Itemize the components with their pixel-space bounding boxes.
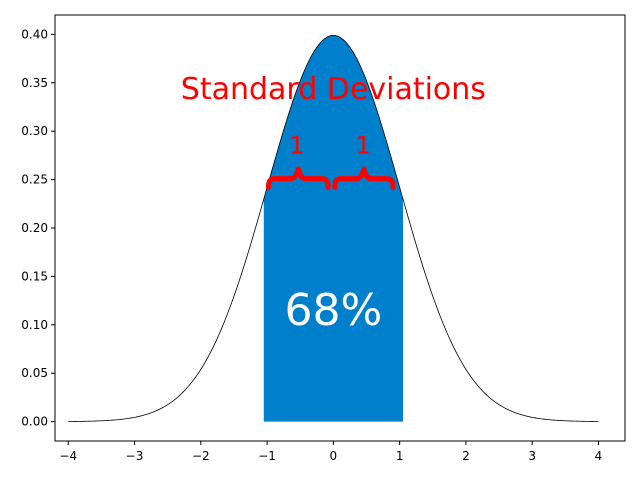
y-tick-label: 0.40 bbox=[21, 27, 48, 41]
y-tick-label: 0.00 bbox=[21, 415, 48, 429]
y-tick-label: 0.15 bbox=[21, 269, 48, 283]
right-brace bbox=[332, 166, 396, 190]
x-tick-label: −4 bbox=[59, 449, 77, 463]
x-tick-label: 4 bbox=[595, 449, 603, 463]
x-tick-label: 2 bbox=[462, 449, 470, 463]
x-tick-label: −1 bbox=[258, 449, 276, 463]
x-tick-label: 1 bbox=[396, 449, 404, 463]
y-tick-label: 0.10 bbox=[21, 318, 48, 332]
x-tick-label: −3 bbox=[126, 449, 144, 463]
shaded-region bbox=[263, 35, 403, 422]
x-axis: −4 −3 −2 −1 0 1 2 3 4 bbox=[59, 441, 602, 463]
right-brace-label: 1 bbox=[356, 131, 371, 159]
left-brace-label: 1 bbox=[289, 131, 304, 159]
y-tick-label: 0.25 bbox=[21, 173, 48, 187]
y-tick-label: 0.05 bbox=[21, 366, 48, 380]
x-tick-label: 3 bbox=[528, 449, 536, 463]
y-tick-label: 0.35 bbox=[21, 76, 48, 90]
pdf-curve bbox=[68, 34, 599, 422]
axes-frame bbox=[54, 14, 626, 442]
y-tick-label: 0.30 bbox=[21, 124, 48, 138]
y-axis: 0.00 0.05 0.10 0.15 0.20 0.25 0.30 0.35 0.40 bbox=[21, 27, 55, 429]
plot-area bbox=[68, 34, 599, 422]
percent-label: 68% bbox=[284, 285, 382, 336]
x-tick-label: 0 bbox=[330, 449, 338, 463]
annotation-heading: Standard Deviations bbox=[181, 72, 486, 107]
left-brace bbox=[265, 166, 331, 190]
x-tick-label: −2 bbox=[192, 449, 210, 463]
y-tick-label: 0.20 bbox=[21, 221, 48, 235]
annotations: Standard Deviations 1 1 68% bbox=[181, 72, 486, 336]
